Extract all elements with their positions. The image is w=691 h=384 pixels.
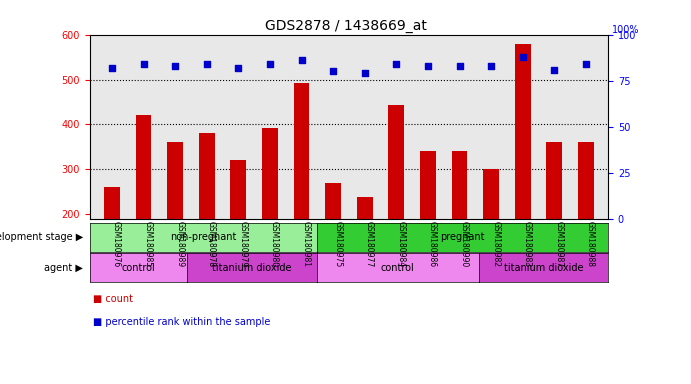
Text: agent ▶: agent ▶	[44, 263, 83, 273]
Point	[518, 54, 529, 60]
Text: GSM180986: GSM180986	[428, 221, 437, 267]
Text: GSM180989: GSM180989	[175, 221, 184, 267]
Text: ■ percentile rank within the sample: ■ percentile rank within the sample	[93, 317, 271, 327]
Bar	[231, 159, 246, 219]
Point	[201, 61, 212, 67]
Text: development stage ▶: development stage ▶	[0, 232, 83, 242]
Bar	[547, 142, 562, 219]
Text: titanium dioxide: titanium dioxide	[504, 263, 583, 273]
Text: GSM180990: GSM180990	[460, 221, 468, 267]
Text: GSM180987: GSM180987	[554, 221, 563, 267]
Point	[549, 66, 560, 73]
Text: GDS2878 / 1438669_at: GDS2878 / 1438669_at	[265, 19, 426, 33]
Text: GSM180985: GSM180985	[144, 221, 153, 267]
Bar	[325, 183, 341, 219]
Point	[359, 70, 370, 76]
Text: GSM180988: GSM180988	[586, 221, 595, 267]
Text: GSM180977: GSM180977	[365, 221, 374, 267]
Text: control: control	[381, 263, 415, 273]
Bar	[388, 105, 404, 219]
Point	[486, 63, 497, 69]
Text: GSM180976: GSM180976	[112, 221, 121, 267]
Point	[138, 61, 149, 67]
Text: non-pregnant: non-pregnant	[170, 232, 236, 242]
Text: pregnant: pregnant	[440, 232, 484, 242]
Point	[169, 63, 180, 69]
Text: GSM180975: GSM180975	[333, 221, 342, 267]
Bar	[578, 142, 594, 219]
Bar	[483, 169, 499, 219]
Point	[454, 63, 465, 69]
Point	[296, 57, 307, 63]
Bar	[135, 116, 151, 219]
Bar	[357, 197, 372, 219]
Point	[580, 61, 591, 67]
Text: GSM180980: GSM180980	[270, 221, 279, 267]
Text: GSM180982: GSM180982	[491, 221, 500, 267]
Text: GSM180984: GSM180984	[397, 221, 406, 267]
Text: titanium dioxide: titanium dioxide	[212, 263, 292, 273]
Bar	[420, 151, 436, 219]
Bar	[199, 134, 215, 219]
Text: GSM180981: GSM180981	[301, 221, 310, 267]
Text: GSM180979: GSM180979	[238, 221, 247, 267]
Point	[233, 65, 244, 71]
Text: GSM180978: GSM180978	[207, 221, 216, 267]
Bar	[104, 187, 120, 219]
Text: GSM180983: GSM180983	[523, 221, 532, 267]
Bar	[262, 127, 278, 219]
Text: 100%: 100%	[612, 25, 640, 35]
Point	[422, 63, 433, 69]
Bar	[515, 43, 531, 219]
Bar	[167, 142, 183, 219]
Bar	[452, 151, 467, 219]
Point	[328, 68, 339, 74]
Point	[265, 61, 276, 67]
Text: ■ count: ■ count	[93, 294, 133, 304]
Point	[106, 65, 117, 71]
Bar	[294, 83, 310, 219]
Text: control: control	[122, 263, 155, 273]
Point	[391, 61, 402, 67]
